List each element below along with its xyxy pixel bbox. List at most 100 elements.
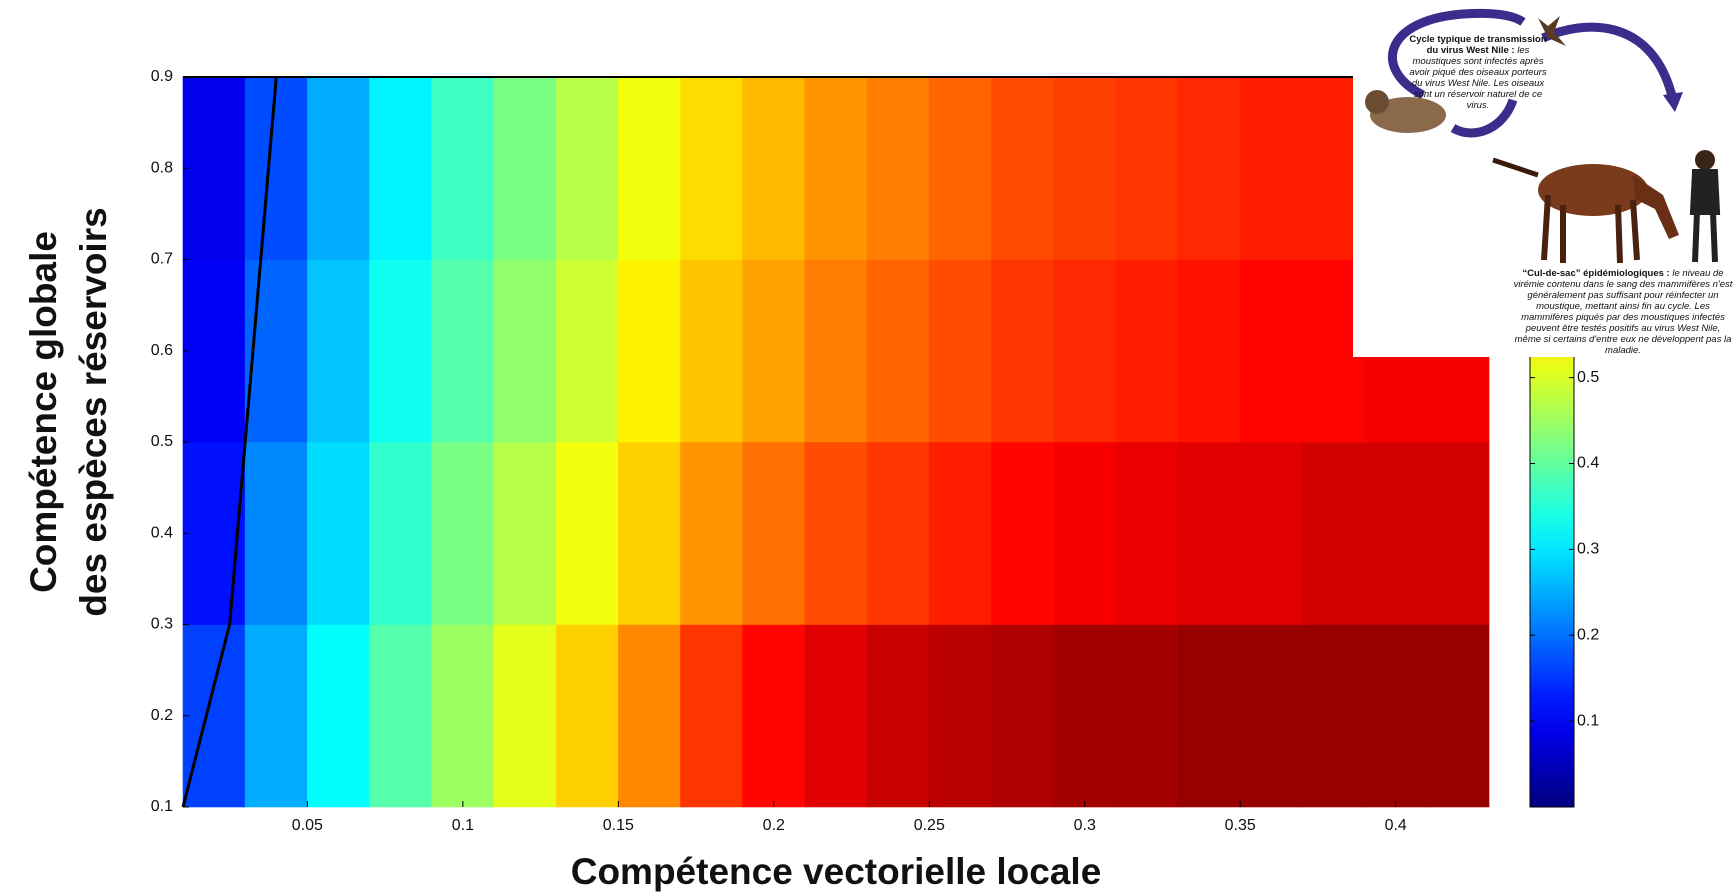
page-body: Compétence vectorielle locale Compétence… <box>0 0 1736 896</box>
deadend-text: le niveau de virémie contenu dans le san… <box>1514 268 1733 356</box>
bird <box>1365 90 1389 114</box>
heatmap-cell <box>618 442 680 625</box>
heatmap-cell <box>867 77 929 260</box>
colorbar-tick-label: 0.2 <box>1577 626 1599 643</box>
heatmap-cell <box>991 260 1053 443</box>
heatmap-cell <box>245 260 307 443</box>
heatmap-cell <box>743 442 805 625</box>
heatmap-cell <box>370 625 432 808</box>
heatmap-cell <box>556 442 618 625</box>
heatmap-cell <box>805 442 867 625</box>
heatmap-cell <box>991 442 1053 625</box>
x-tick-label: 0.3 <box>1074 817 1096 834</box>
heatmap-cell <box>556 260 618 443</box>
heatmap-cell <box>1178 442 1240 625</box>
heatmap-cell <box>805 625 867 808</box>
x-tick-label: 0.25 <box>914 817 945 834</box>
heatmap-cell <box>867 625 929 808</box>
y-tick-label: 0.5 <box>151 433 173 450</box>
heatmap-cell <box>370 77 432 260</box>
horse-tail <box>1493 160 1538 175</box>
heatmap-cell <box>1116 625 1178 808</box>
heatmap-cell <box>245 625 307 808</box>
heatmap-cell <box>681 442 743 625</box>
heatmap-cell <box>929 260 991 443</box>
heatmap-cell <box>432 260 494 443</box>
heatmap-cell <box>183 442 245 625</box>
heatmap-cell <box>1116 260 1178 443</box>
y-tick-label: 0.6 <box>151 342 173 359</box>
heatmap-cell <box>1116 77 1178 260</box>
heatmap-cell <box>1240 260 1302 443</box>
x-tick-label: 0.4 <box>1385 817 1407 834</box>
heatmap-cell <box>681 260 743 443</box>
heatmap-cell <box>494 442 556 625</box>
heatmap-cell <box>991 625 1053 808</box>
heatmap-cell <box>432 77 494 260</box>
y-tick-label: 0.8 <box>151 159 173 176</box>
y-tick-label: 0.1 <box>151 798 173 815</box>
heatmap-cell <box>929 77 991 260</box>
heatmap-cell <box>991 77 1053 260</box>
heatmap-cell <box>805 77 867 260</box>
heatmap <box>183 77 1489 807</box>
heatmap-cell <box>618 625 680 808</box>
heatmap-cell <box>743 77 805 260</box>
heatmap-cell <box>1240 625 1302 808</box>
heatmap-cell <box>183 625 245 808</box>
heatmap-cell <box>556 625 618 808</box>
heatmap-cell <box>370 442 432 625</box>
heatmap-cell <box>1240 77 1302 260</box>
heatmap-cell <box>432 625 494 808</box>
heatmap-cell <box>1178 260 1240 443</box>
y-tick-label: 0.2 <box>151 707 173 724</box>
heatmap-cell <box>1054 260 1116 443</box>
heatmap-cell <box>245 77 307 260</box>
heatmap-cell <box>245 442 307 625</box>
heatmap-cell <box>805 260 867 443</box>
heatmap-cell <box>183 260 245 443</box>
x-tick-label: 0.2 <box>763 817 785 834</box>
heatmap-cell <box>307 77 369 260</box>
heatmap-cell <box>1240 442 1302 625</box>
heatmap-cell <box>867 442 929 625</box>
y-tick-label: 0.3 <box>151 616 173 633</box>
heatmap-cell <box>681 77 743 260</box>
heatmap-cell <box>743 260 805 443</box>
heatmap-cell <box>1302 442 1364 625</box>
heatmap-cell <box>867 260 929 443</box>
heatmap-cell <box>183 77 245 260</box>
x-axis-label: Compétence vectorielle locale <box>571 851 1102 892</box>
heatmap-cell <box>1427 625 1489 808</box>
x-tick-label: 0.35 <box>1225 817 1256 834</box>
horse <box>1633 175 1679 239</box>
deadend-caption: “Cul-de-sac” épidémiologiques : le nivea… <box>1513 268 1733 356</box>
heatmap-cell <box>618 260 680 443</box>
heatmap-cell <box>370 260 432 443</box>
x-tick-label: 0.1 <box>452 817 474 834</box>
person <box>1693 172 1717 262</box>
deadend-title: “Cul-de-sac” épidémiologiques : <box>1522 268 1669 279</box>
cycle-arrow <box>1543 27 1673 100</box>
y-tick-label: 0.4 <box>151 524 173 541</box>
heatmap-cell <box>1365 625 1427 808</box>
page: Heatmap {"chart_data": { "type": "heatma… <box>0 0 1736 896</box>
y-tick-label: 0.9 <box>151 68 173 85</box>
heatmap-cell <box>929 625 991 808</box>
heatmap-cell <box>494 260 556 443</box>
heatmap-cell <box>1427 442 1489 625</box>
arrow-head <box>1663 92 1683 112</box>
heatmap-cell <box>1178 625 1240 808</box>
y-tick-label: 0.7 <box>151 251 173 268</box>
heatmap-cell <box>556 77 618 260</box>
heatmap-cell <box>1054 77 1116 260</box>
y-axis-label: Compétence globale <box>23 231 64 593</box>
heatmap-cell <box>494 625 556 808</box>
colorbar-tick-label: 0.1 <box>1577 712 1599 729</box>
cycle-caption: Cycle typique de transmission du virus W… <box>1408 34 1548 111</box>
heatmap-cell <box>1302 625 1364 808</box>
heatmap-cell <box>1054 625 1116 808</box>
heatmap-cell <box>743 625 805 808</box>
colorbar-tick-label: 0.4 <box>1577 455 1599 472</box>
x-tick-label: 0.05 <box>292 817 323 834</box>
